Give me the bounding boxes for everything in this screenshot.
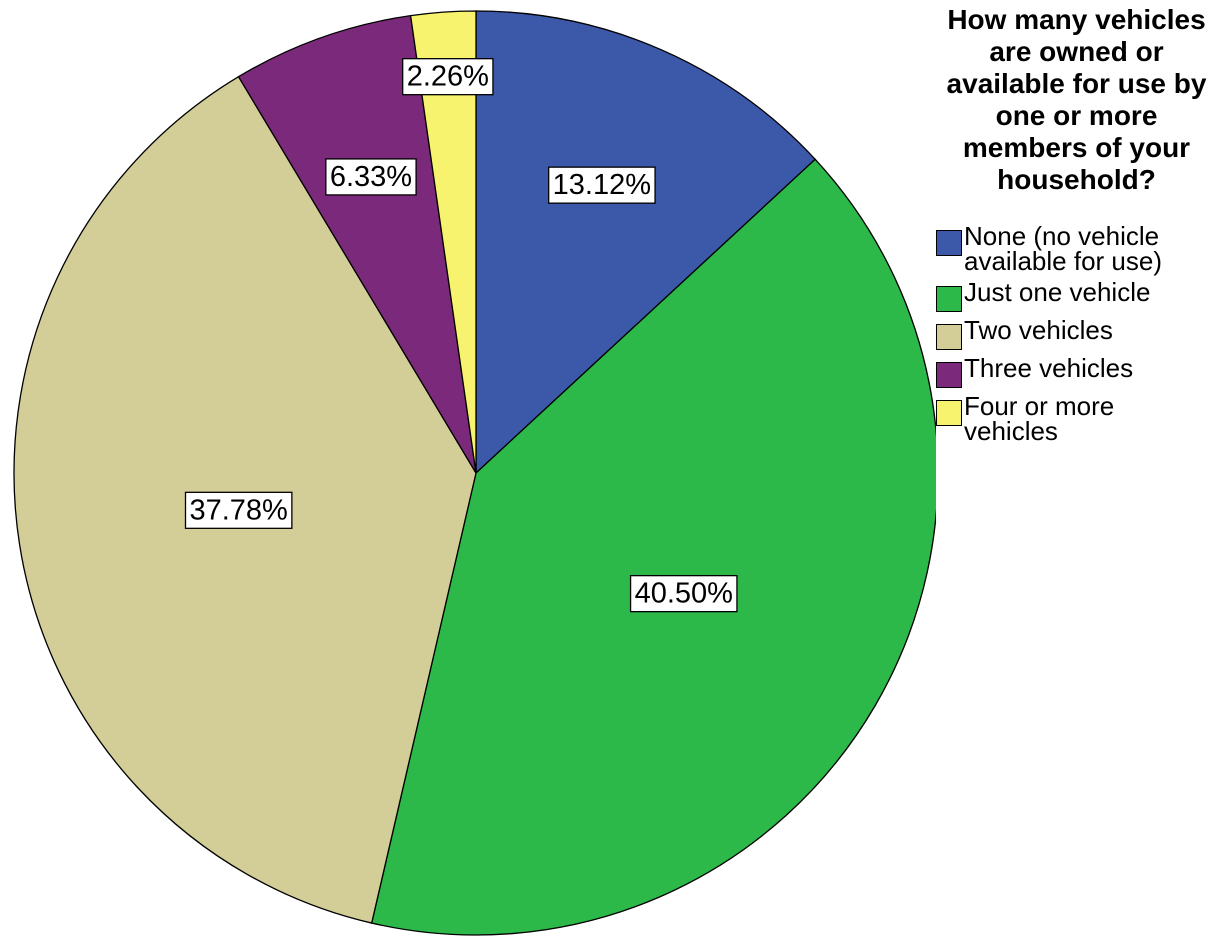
legend-swatch (936, 324, 962, 350)
legend-label: Just one vehicle (964, 277, 1151, 307)
legend-swatch (936, 362, 962, 388)
legend-title: How many vehicles are owned or available… (946, 4, 1207, 195)
legend-swatch (936, 286, 962, 312)
data-label-text: 2.26% (407, 61, 489, 93)
data-label: 6.33% (325, 158, 417, 196)
data-label-text: 13.12% (553, 169, 651, 201)
legend-label: Two vehicles (964, 315, 1113, 345)
data-label: 2.26% (402, 58, 494, 96)
legend-label: None (no vehicle available for use) (964, 221, 1162, 276)
data-label-box (402, 58, 494, 96)
pie-slice (370, 158, 936, 936)
legend-item: Four or more vehicles (936, 391, 1217, 446)
legend-item: None (no vehicle available for use) (936, 221, 1217, 276)
data-label-text: 37.78% (189, 494, 287, 526)
data-label-box (325, 158, 417, 196)
legend-item: Three vehicles (936, 353, 1217, 388)
data-label-text: 6.33% (330, 161, 412, 193)
pie-slice (475, 10, 817, 475)
legend-label: Four or more vehicles (964, 391, 1115, 446)
data-label-box (184, 491, 293, 529)
legend-item: Just one vehicle (936, 277, 1217, 312)
legend-swatch (936, 230, 962, 256)
pie-slice (409, 10, 477, 474)
pie-area: 13.12% 40.50% 37.78% 6.33% 2.26% (13, 10, 936, 936)
legend: How many vehicles are owned or available… (936, 4, 1217, 450)
data-label-text: 40.50% (635, 578, 733, 610)
pie-slice (237, 14, 477, 474)
legend-label: Three vehicles (964, 353, 1134, 383)
legend-swatch (936, 400, 962, 426)
legend-item: Two vehicles (936, 315, 1217, 350)
legend-items: None (no vehicle available for use) Just … (936, 221, 1217, 446)
data-label-box (629, 574, 738, 613)
data-label: 13.12% (548, 166, 656, 204)
data-label: 37.78% (184, 491, 293, 529)
data-label-box (548, 166, 656, 204)
data-label: 40.50% (629, 574, 738, 613)
